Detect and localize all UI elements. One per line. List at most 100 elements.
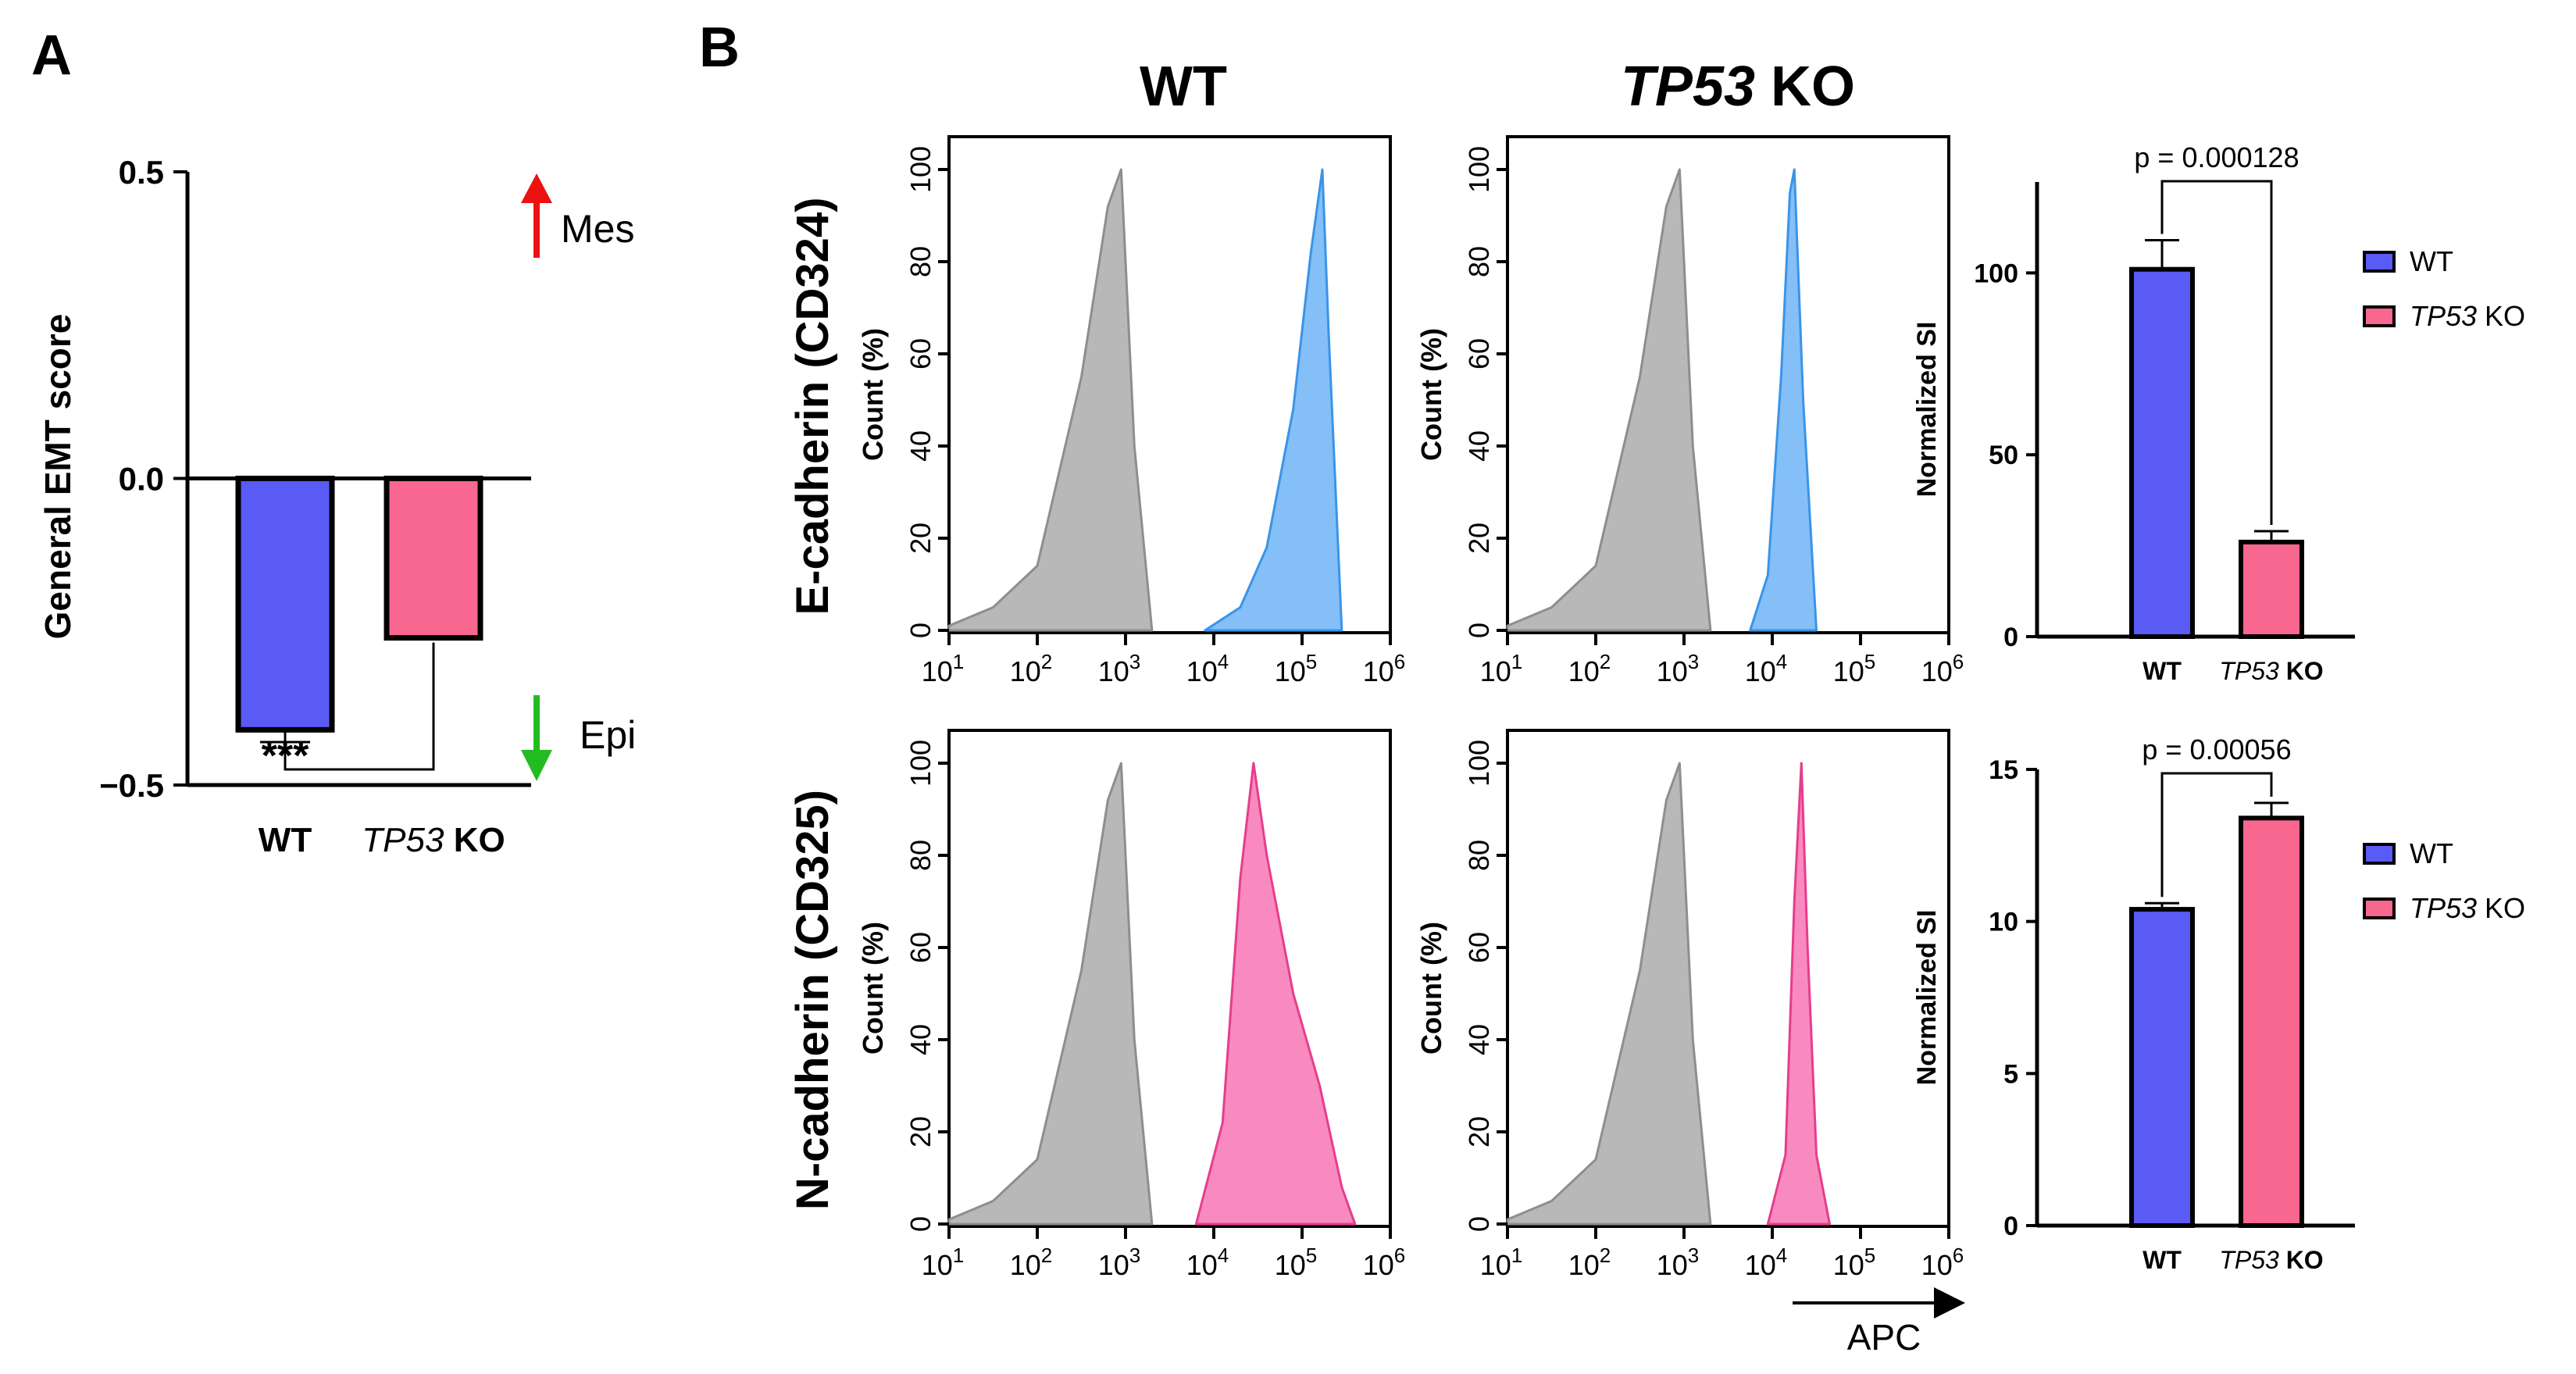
y-tick-label: 20 [1463,1116,1495,1147]
x-tick-label: 103 [1098,1244,1141,1281]
significance-bracket [2160,772,2273,898]
legend-label-ko: TP53 KO [2410,300,2525,332]
x-tick-label: 105 [1275,650,1318,687]
x-tick-label: 101 [1480,1244,1523,1281]
x-tick-label: 105 [1833,650,1876,687]
bar-tp53-ko [2239,815,2304,1228]
si-barchart-ncadherin: 0 5 10 15 Normalized SI p = 0.00056 WT TP53 KO [1912,733,2355,1274]
x-tick-label: 101 [922,1244,965,1281]
y-tick-label: 0 [2003,623,2018,652]
bar-wt [2129,907,2195,1229]
isotype-histogram [1506,168,1712,632]
panel-a-ylabel: General EMT score [37,314,78,640]
histogram-wt-ecadherin: 0 20 40 60 80 100 101 102 103 104 105 106 Count (%) [857,135,1406,687]
y-tick-label: 50 [1989,441,2018,470]
y-tick-label: 20 [904,1116,937,1147]
x-tick-label: 101 [1480,650,1523,687]
x-label-wt: WT [2143,1246,2182,1274]
y-tick-label: 100 [1463,146,1495,193]
histogram-wt-ncadherin: 0 20 40 60 80 100 101 102 103 104 105 106 Count (%) [857,729,1405,1281]
y-tick-label: 40 [1463,430,1495,462]
x-tick-label: 105 [1833,1244,1876,1281]
legend-swatch-ko [2363,898,2396,919]
x-tick-label: 102 [1568,1244,1611,1281]
histogram-panels: 0 20 40 60 80 100 101 102 103 104 105 106 Count (%) 0… [857,135,1964,1281]
p-value: p = 0.00056 [2142,733,2291,766]
y-axis-label: Count (%) [857,328,889,461]
x-tick-label: 104 [1186,650,1229,687]
isotype-histogram [947,762,1154,1226]
y-tick-label: 40 [904,430,937,462]
x-label-ko: TP53 KO [2219,1246,2323,1274]
x-tick-label: 102 [1010,650,1053,687]
y-tick-label: 100 [904,146,937,193]
x-tick-label: 106 [1921,1244,1964,1281]
plot-frame [1506,729,1950,1228]
y-tick-label: 60 [904,338,937,369]
y-tick-label: 40 [1463,1024,1495,1055]
y-tick-label: 0 [1463,1216,1495,1232]
plot-frame [947,729,1392,1228]
y-tick-label: 60 [1463,932,1495,963]
column-title-wt: WT [1140,55,1227,118]
y-tick-label: 100 [1974,259,2018,288]
column-title-ko: TP53 KO [1621,55,1855,118]
y-tick-label: 80 [904,246,937,277]
panel-a-significance: *** [262,733,309,779]
y-tick-label: 60 [1463,338,1495,369]
significance-bracket [2160,180,2273,525]
epi-label: Epi [580,713,636,757]
panel-a: A General EMT score 0.5 0.0 −0.5 *** WT TP… [31,24,636,859]
x-tick-label: 103 [1657,1244,1700,1281]
plot-frame [947,135,1392,634]
x-tick-label: 106 [1363,650,1406,687]
x-tick-label: 104 [1186,1244,1229,1281]
histogram-ko-ncadherin: 0 20 40 60 80 100 101 102 103 104 105 106 Count (%) [1415,729,1964,1281]
x-tick-label: 106 [1921,650,1964,687]
x-tick-label: 103 [1657,650,1700,687]
panel-b-letter: B [699,16,740,79]
stain-histogram [1194,762,1357,1226]
apc-label: APC [1847,1317,1921,1358]
y-axis-label: Count (%) [1415,922,1447,1055]
y-tick-label: 100 [904,740,937,787]
p-value: p = 0.000128 [2134,141,2299,173]
x-tick-label: 101 [922,650,965,687]
stain-histogram [1204,168,1343,632]
y-tick-label: 0 [2003,1212,2018,1241]
x-tick-label: 102 [1010,1244,1053,1281]
y-axis-label: Normalized SI [1912,322,1942,498]
y-tick-label: 0 [1463,623,1495,638]
legend-bottom: WT TP53 KO [2363,837,2525,924]
legend-label-wt: WT [2410,245,2453,277]
legend-swatch-ko [2363,305,2396,327]
bar-tp53-ko [384,476,483,641]
panel-a-letter: A [31,24,72,87]
y-tick-label: 80 [1463,246,1495,277]
x-tick-label: 102 [1568,650,1611,687]
y-tick-label: 10 [1989,908,2018,937]
y-axis-label: Count (%) [857,922,889,1055]
y-tick-label: −0.5 [99,767,164,804]
plot-frame [1506,135,1950,634]
bar-wt [235,476,335,733]
x-tick-label: 104 [1745,1244,1788,1281]
panel-a-xlabel-ko: TP53 KO [362,821,505,859]
y-tick-label: 15 [1989,755,2018,785]
panel-a-xlabel-wt: WT [259,821,312,859]
y-tick-label: 0 [904,1216,937,1232]
row-label-ecadherin: E-cadherin (CD324) [787,197,838,615]
legend-top: WT TP53 KO [2363,245,2525,332]
stain-histogram [1766,762,1831,1226]
y-axis-label: Normalized SI [1912,910,1942,1086]
mes-label: Mes [561,207,634,251]
y-tick-label: 0.5 [119,154,164,191]
y-tick-label: 80 [1463,840,1495,871]
y-axis-label: Count (%) [1415,328,1447,461]
y-tick-label: 5 [2003,1059,2018,1089]
x-tick-label: 104 [1745,650,1788,687]
y-tick-label: 40 [904,1024,937,1055]
y-tick-label: 20 [1463,523,1495,554]
y-tick-label: 80 [904,840,937,871]
row-label-ncadherin: N-cadherin (CD325) [787,790,838,1210]
